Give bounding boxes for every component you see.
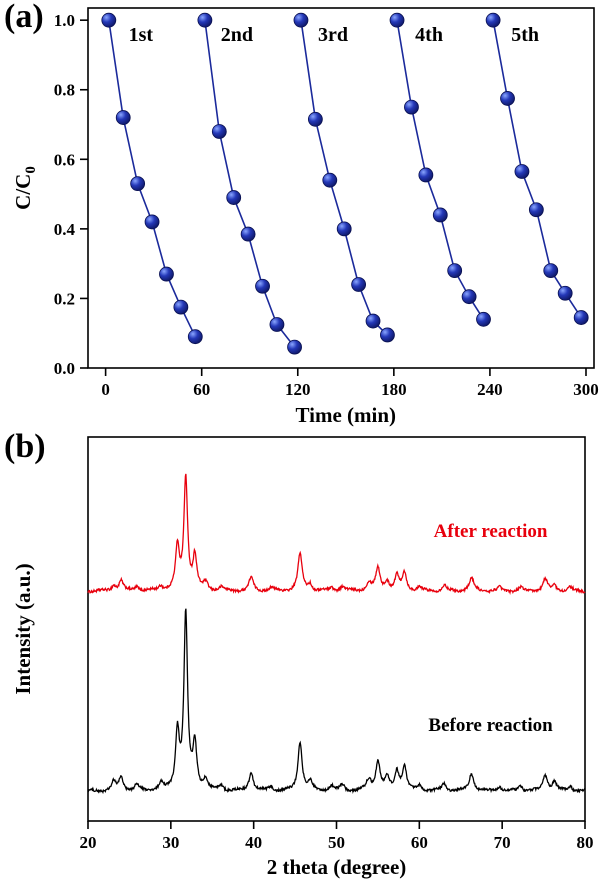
data-point	[573, 310, 589, 325]
data-point	[240, 226, 256, 242]
x-tick-label: 180	[381, 380, 407, 399]
data-point	[514, 164, 530, 179]
data-point	[389, 12, 405, 28]
plot-frame-b	[87, 436, 586, 822]
y-axis-label-a: C/C0	[11, 166, 39, 210]
y-tick-label: 0.6	[54, 150, 75, 169]
panel-a-letter: (a)	[4, 0, 44, 35]
y-tick-label: 0.8	[54, 81, 75, 100]
data-point	[500, 91, 515, 106]
x-tick-label: 240	[477, 380, 503, 399]
data-point	[476, 311, 491, 327]
data-point	[543, 263, 559, 279]
x-tick-label: 50	[328, 833, 345, 852]
data-point	[380, 327, 395, 343]
xrd-trace	[87, 608, 586, 795]
data-point	[432, 207, 448, 223]
xrd-pattern-chart: 20 30 40 50 60 70 80 2 theta (degree) Intensity …	[11, 436, 594, 879]
data-point	[159, 266, 174, 282]
plot-frame-a	[87, 7, 595, 369]
cycle-line	[492, 20, 582, 319]
data-point	[447, 263, 463, 279]
y-tick-label: 0.4	[54, 220, 76, 239]
x-axis-label-a: Time (min)	[296, 403, 397, 427]
data-point	[287, 339, 302, 355]
cycling-degradation-chart: 0 60 120 180 240 300 0.0 0.2 0.4 0.6 0.8 1.0 Time (m…	[11, 7, 599, 427]
data-point	[418, 167, 434, 183]
data-point	[255, 278, 270, 294]
data-point	[322, 172, 338, 188]
cycle-line	[300, 20, 388, 336]
panel-a: (a) 0 60 120 180 240 300 0.0 0.2 0.4 0.6 0.8 1.0 Tim…	[0, 0, 608, 430]
data-point	[351, 277, 367, 292]
data-point	[528, 202, 544, 218]
x-tick-label: 120	[285, 380, 311, 399]
panel-b: (b) 20 30 40 50 60 70 80 2 theta (degree) Intens…	[0, 428, 608, 881]
data-point	[115, 110, 131, 125]
x-tick-label: 30	[162, 833, 179, 852]
cycle-line	[204, 20, 296, 348]
xrd-trace	[87, 473, 586, 596]
y-axis-label-b: Intensity (a.u.)	[11, 563, 35, 694]
series-label: After reaction	[434, 521, 548, 542]
x-tick-label: 60	[411, 833, 428, 852]
data-point	[461, 289, 477, 305]
panel-b-letter: (b)	[4, 428, 46, 465]
x-tick-label: 40	[245, 833, 262, 852]
data-point	[404, 99, 419, 115]
x-tick-label: 80	[577, 833, 594, 852]
x-tick-label: 300	[573, 380, 599, 399]
x-axis-label-b: 2 theta (degree)	[267, 855, 407, 879]
x-tick-label: 0	[101, 380, 110, 399]
y-tick-label: 1.0	[54, 11, 75, 30]
data-point	[211, 124, 227, 139]
cycle-label: 1st	[129, 24, 154, 46]
x-tick-label: 20	[80, 833, 97, 852]
cycle-label: 2nd	[221, 24, 253, 46]
data-point	[173, 299, 189, 315]
data-point	[101, 12, 117, 28]
cycle-label: 5th	[511, 24, 539, 46]
data-point	[269, 317, 285, 332]
series-label: Before reaction	[428, 715, 553, 736]
y-tick-label: 0.2	[54, 289, 75, 308]
y-tick-label: 0.0	[54, 359, 75, 378]
data-point	[130, 176, 146, 192]
x-tick-label: 60	[193, 380, 210, 399]
data-point	[197, 12, 213, 28]
data-point	[187, 329, 203, 345]
data-point	[557, 285, 573, 301]
x-tick-label: 70	[494, 833, 511, 852]
data-point	[365, 313, 381, 329]
data-point	[307, 111, 323, 127]
data-point	[144, 214, 160, 230]
cycle-label: 3rd	[318, 24, 348, 46]
data-point	[336, 221, 352, 237]
cycle-line	[396, 20, 485, 320]
cycle-label: 4th	[415, 24, 443, 46]
cycle-line	[108, 20, 197, 338]
data-point	[293, 12, 309, 28]
data-point	[226, 190, 242, 205]
data-point	[485, 12, 501, 28]
